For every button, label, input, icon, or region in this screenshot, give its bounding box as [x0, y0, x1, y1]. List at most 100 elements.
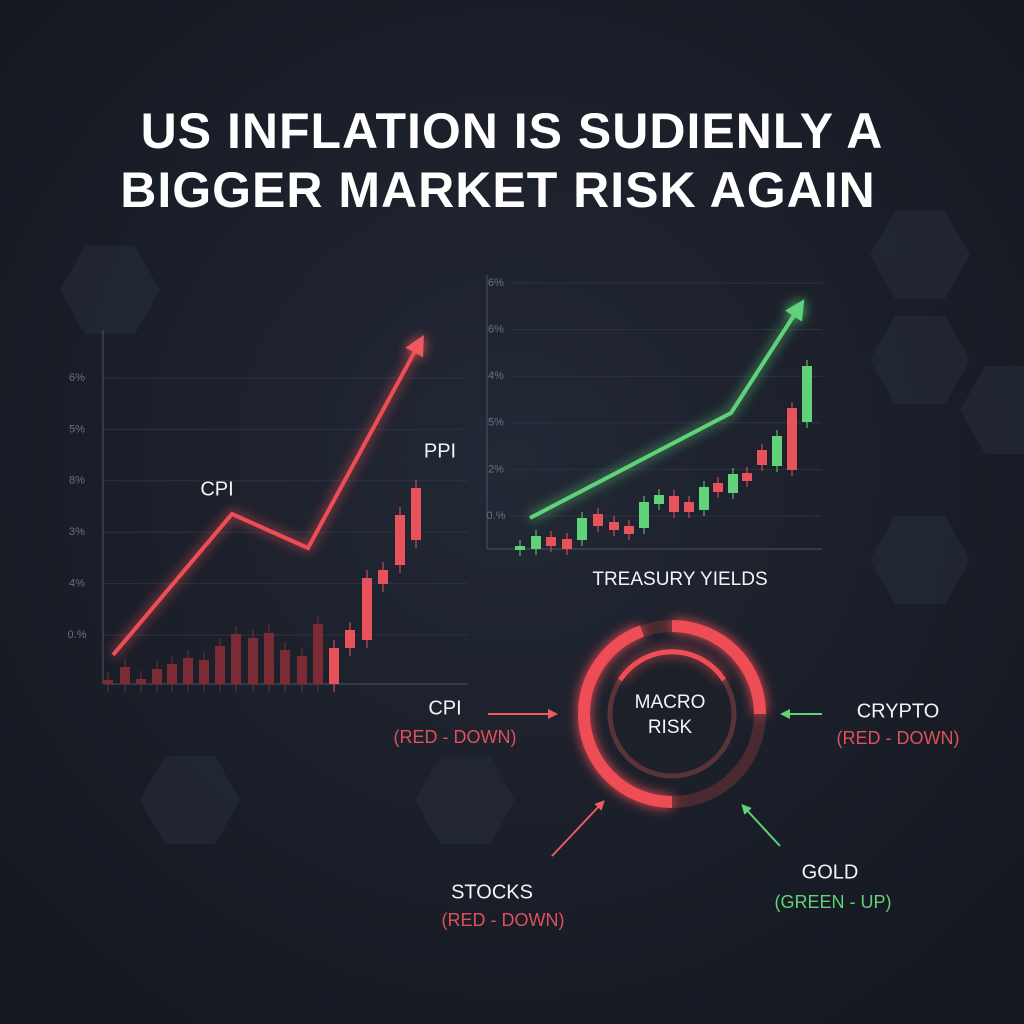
tick-label: 0.% [68, 629, 87, 641]
node-name: GOLD [802, 861, 859, 883]
hub-nodes: CPI (RED - DOWN) CRYPTO (RED - DOWN) STO… [394, 697, 960, 929]
arrow [741, 804, 781, 847]
tick-label: 6% [488, 277, 504, 289]
candle-body [152, 669, 162, 684]
candle [728, 468, 738, 499]
candle-body [713, 483, 723, 492]
candle-body [183, 658, 193, 684]
candle-body [313, 624, 323, 684]
candle-body [136, 679, 146, 684]
candle-body [593, 514, 603, 526]
ring-segment [577, 625, 645, 715]
candle [787, 402, 797, 476]
trend-line [529, 299, 805, 520]
candle-body [772, 436, 782, 466]
candle [772, 430, 782, 472]
tick-label: 4% [69, 578, 85, 590]
candle-body [742, 473, 752, 481]
tick-label: 5% [69, 423, 85, 435]
node-status: (RED - DOWN) [394, 727, 517, 747]
hub-label: RISK [648, 717, 693, 738]
candle [713, 477, 723, 498]
right-chart: 0.% 2% 5% 4% 6% 6% TREASURY YIELDS [486, 275, 822, 590]
tick-label: 3% [69, 526, 85, 538]
tick-label: 4% [488, 370, 504, 382]
chart-caption: TREASURY YIELDS [592, 569, 767, 590]
candle [167, 656, 177, 692]
tick-label: 5% [488, 417, 504, 429]
candle-body [231, 634, 241, 684]
candle-body [757, 450, 767, 465]
candle-body [264, 633, 274, 684]
candle [609, 516, 619, 536]
candle [669, 490, 679, 518]
candle [531, 530, 541, 555]
candle [120, 659, 130, 692]
candle-body [684, 502, 694, 512]
candle [684, 496, 694, 518]
candle-body [297, 656, 307, 684]
candle [562, 533, 572, 555]
candle [742, 467, 752, 487]
line-label: CPI [200, 478, 233, 500]
candle [313, 616, 323, 692]
node-status: (GREEN - UP) [775, 892, 892, 912]
arrow [551, 800, 605, 857]
candle-body [654, 495, 664, 504]
candle [248, 630, 258, 692]
title-line: BIGGER MARKET RISK AGAIN [120, 162, 876, 218]
candle-body [546, 537, 556, 546]
macro-ring: MACRO RISK [577, 620, 766, 808]
candle [136, 671, 146, 692]
candle-body [120, 667, 130, 684]
tick-label: 2% [488, 463, 504, 475]
node-name: STOCKS [451, 881, 533, 903]
node-status: (RED - DOWN) [442, 910, 565, 930]
candle-body [103, 680, 113, 684]
candle-body [802, 366, 812, 422]
candle [362, 570, 372, 648]
candle-body [248, 638, 258, 684]
candle [264, 625, 274, 692]
candle-body [787, 408, 797, 470]
candle [378, 562, 388, 592]
candle-body [562, 539, 572, 549]
candle [802, 360, 812, 428]
candle-body [577, 518, 587, 540]
candle [639, 496, 649, 534]
candle-body [669, 496, 679, 512]
node-name: CPI [428, 697, 461, 719]
candle [515, 540, 525, 556]
line-label: PPI [424, 440, 456, 462]
candle-body [609, 522, 619, 530]
candle [546, 531, 556, 552]
tick-label: 8% [69, 475, 85, 487]
candle-body [167, 664, 177, 684]
candle [654, 489, 664, 510]
candle-body [515, 546, 525, 550]
candle-body [199, 660, 209, 684]
candle-body [531, 536, 541, 549]
candle-body [215, 646, 225, 684]
node-status: (RED - DOWN) [837, 728, 960, 748]
candle-body [699, 487, 709, 510]
candle [215, 638, 225, 692]
candle [297, 648, 307, 692]
title-line: US INFLATION IS SUDIENLY A [141, 103, 884, 159]
node-name: CRYPTO [857, 700, 940, 722]
candle [280, 642, 290, 692]
candle [199, 652, 209, 692]
left-chart: 0.% 4% 3% 8% 5% 6% CPI PPI [68, 330, 468, 692]
candle-body [362, 578, 372, 640]
candle [593, 508, 603, 532]
candle [757, 444, 767, 471]
candle-body [728, 474, 738, 493]
candle-body [411, 488, 421, 540]
candle [329, 640, 339, 692]
candle [103, 672, 113, 692]
candle [231, 626, 241, 692]
candle-body [378, 570, 388, 584]
hub-label: MACRO [635, 692, 706, 713]
candle [395, 507, 405, 573]
